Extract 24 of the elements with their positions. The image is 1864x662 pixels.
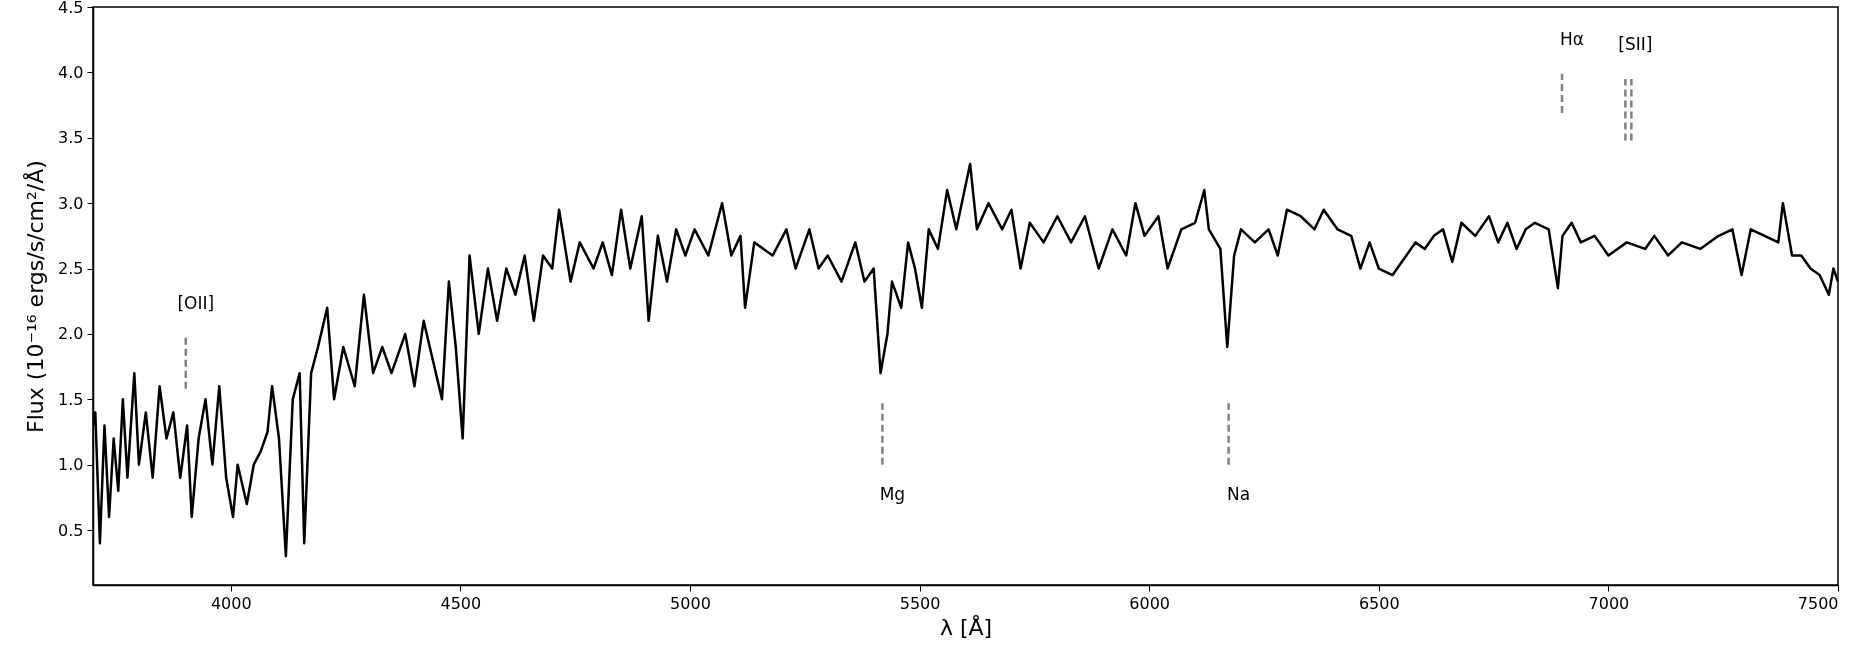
x-tick-label: 6500 — [1358, 593, 1400, 613]
y-tick-label: 1.0 — [58, 455, 84, 475]
annotation: Mg — [879, 483, 906, 504]
y-tick-label: 3.0 — [58, 193, 84, 213]
y-tick-label: 0.5 — [58, 520, 84, 540]
annotation: Hα — [1560, 28, 1585, 49]
annotation: Na — [1227, 483, 1251, 504]
y-axis-title: Flux (10⁻¹⁶ ergs/s/cm²/Å) — [22, 160, 49, 433]
x-tick-label: 7500 — [1797, 593, 1839, 613]
x-tick-label: 6000 — [1129, 593, 1171, 613]
x-tick-label: 5500 — [899, 593, 941, 613]
y-tick-label: 2.5 — [58, 259, 84, 279]
annotation: [OII] — [177, 292, 215, 313]
y-tick-label: 4.0 — [58, 62, 84, 82]
y-tick-label: 4.5 — [58, 0, 84, 17]
y-tick-label: 1.5 — [58, 389, 84, 409]
x-tick-label: 4500 — [440, 593, 482, 613]
y-tick-label: 2.0 — [58, 324, 84, 344]
annotation: [SII] — [1618, 33, 1653, 54]
x-tick-label: 7000 — [1588, 593, 1630, 613]
x-axis-title: λ [Å] — [939, 613, 993, 640]
x-tick-label: 4000 — [210, 593, 252, 613]
x-tick-label: 5000 — [670, 593, 711, 613]
y-tick-label: 3.5 — [58, 128, 84, 148]
